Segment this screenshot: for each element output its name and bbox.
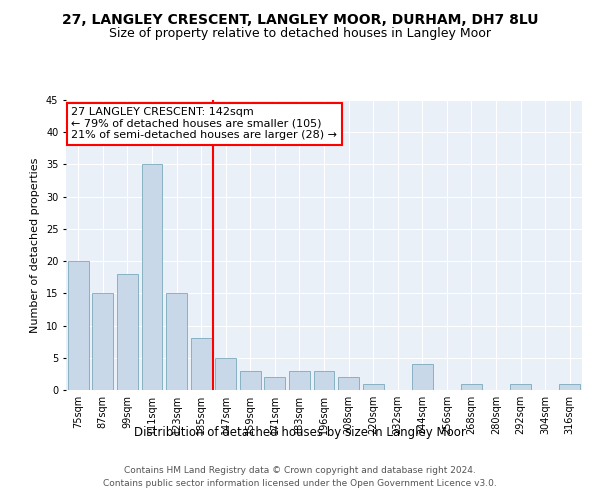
Bar <box>92 294 113 390</box>
Bar <box>412 364 433 390</box>
Text: 27 LANGLEY CRESCENT: 142sqm
← 79% of detached houses are smaller (105)
21% of se: 27 LANGLEY CRESCENT: 142sqm ← 79% of det… <box>71 108 337 140</box>
Bar <box>510 384 531 390</box>
Bar <box>314 370 334 390</box>
Text: Distribution of detached houses by size in Langley Moor: Distribution of detached houses by size … <box>134 426 466 439</box>
Bar <box>142 164 163 390</box>
Y-axis label: Number of detached properties: Number of detached properties <box>31 158 40 332</box>
Bar <box>215 358 236 390</box>
Bar <box>117 274 138 390</box>
Bar <box>240 370 261 390</box>
Text: Contains HM Land Registry data © Crown copyright and database right 2024.
Contai: Contains HM Land Registry data © Crown c… <box>103 466 497 487</box>
Bar <box>559 384 580 390</box>
Bar <box>191 338 212 390</box>
Bar <box>166 294 187 390</box>
Bar <box>362 384 383 390</box>
Bar <box>265 377 286 390</box>
Text: Size of property relative to detached houses in Langley Moor: Size of property relative to detached ho… <box>109 28 491 40</box>
Bar <box>338 377 359 390</box>
Bar <box>461 384 482 390</box>
Bar <box>68 261 89 390</box>
Bar <box>289 370 310 390</box>
Text: 27, LANGLEY CRESCENT, LANGLEY MOOR, DURHAM, DH7 8LU: 27, LANGLEY CRESCENT, LANGLEY MOOR, DURH… <box>62 12 538 26</box>
